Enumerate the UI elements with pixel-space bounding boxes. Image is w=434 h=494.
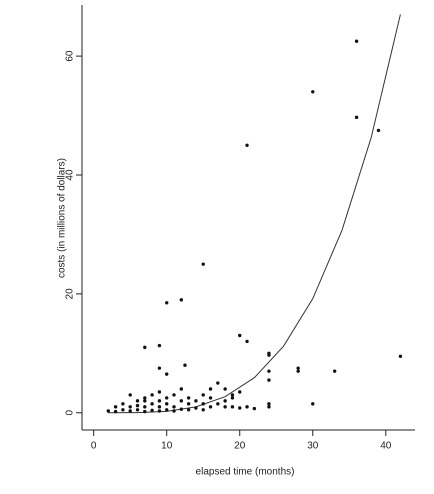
data-point bbox=[179, 387, 184, 391]
data-point bbox=[128, 409, 132, 413]
x-tick-label: 30 bbox=[307, 441, 319, 452]
data-point bbox=[230, 393, 235, 397]
data-point bbox=[296, 366, 300, 370]
data-point bbox=[128, 405, 132, 409]
data-point bbox=[157, 366, 162, 370]
data-point bbox=[179, 298, 184, 302]
data-point bbox=[186, 396, 191, 400]
data-point bbox=[172, 409, 176, 413]
data-point bbox=[186, 402, 191, 406]
fitted-curve bbox=[108, 14, 401, 414]
data-point bbox=[121, 402, 125, 406]
data-point bbox=[165, 396, 169, 400]
data-point bbox=[179, 407, 184, 411]
data-point bbox=[172, 393, 176, 397]
data-point bbox=[245, 339, 249, 344]
data-point bbox=[165, 408, 169, 412]
data-point bbox=[106, 409, 110, 413]
data-point bbox=[179, 399, 184, 403]
data-point bbox=[267, 402, 271, 406]
data-point bbox=[157, 343, 162, 348]
data-point bbox=[135, 403, 140, 408]
data-point bbox=[252, 406, 257, 411]
y-tick-label: 60 bbox=[65, 50, 76, 62]
data-point bbox=[267, 369, 271, 373]
data-point bbox=[208, 387, 213, 391]
data-point bbox=[398, 354, 403, 358]
data-point bbox=[354, 115, 359, 120]
data-point bbox=[296, 369, 300, 373]
data-point bbox=[183, 363, 187, 367]
data-point bbox=[135, 408, 140, 412]
data-point bbox=[113, 405, 118, 409]
data-point bbox=[150, 402, 154, 406]
data-point bbox=[376, 128, 381, 133]
data-point bbox=[157, 390, 162, 394]
data-point bbox=[157, 405, 162, 409]
x-tick-label: 40 bbox=[380, 441, 392, 452]
data-point bbox=[113, 409, 118, 414]
data-point bbox=[267, 405, 271, 409]
data-point bbox=[186, 408, 191, 412]
data-point bbox=[194, 399, 198, 403]
y-tick-label: 40 bbox=[65, 169, 76, 181]
data-point bbox=[201, 402, 205, 406]
data-point bbox=[216, 402, 220, 406]
data-point bbox=[230, 405, 235, 409]
y-tick-label: 0 bbox=[65, 410, 76, 416]
data-point bbox=[354, 39, 359, 43]
data-point bbox=[150, 393, 154, 397]
data-point bbox=[201, 262, 205, 266]
data-point bbox=[238, 406, 242, 410]
data-point bbox=[165, 372, 169, 376]
data-point bbox=[245, 405, 249, 409]
data-point bbox=[150, 408, 154, 413]
data-point bbox=[157, 409, 162, 413]
data-point bbox=[165, 301, 169, 305]
data-point bbox=[223, 387, 227, 391]
x-axis-label: elapsed time (months) bbox=[196, 467, 295, 478]
data-point bbox=[143, 396, 147, 400]
data-point bbox=[165, 402, 169, 406]
data-point bbox=[143, 345, 147, 350]
x-tick-label: 10 bbox=[161, 441, 173, 452]
data-point bbox=[311, 90, 315, 94]
data-point bbox=[135, 399, 140, 403]
data-point bbox=[267, 378, 271, 382]
x-tick-label: 20 bbox=[234, 441, 246, 452]
data-point bbox=[311, 402, 315, 406]
data-point bbox=[143, 405, 147, 409]
data-point bbox=[230, 396, 235, 400]
y-tick-label: 20 bbox=[65, 288, 76, 300]
data-point bbox=[172, 405, 176, 409]
data-point bbox=[194, 406, 198, 410]
data-point bbox=[208, 405, 213, 409]
data-point bbox=[121, 408, 125, 412]
data-point bbox=[128, 393, 132, 397]
data-point bbox=[223, 405, 227, 409]
data-point bbox=[201, 393, 205, 397]
data-point bbox=[208, 396, 213, 400]
data-point bbox=[332, 369, 337, 373]
data-point bbox=[143, 409, 147, 414]
data-point bbox=[245, 143, 249, 147]
y-axis-label: costs (in millions of dollars) bbox=[57, 158, 68, 278]
x-tick-label: 0 bbox=[91, 441, 97, 452]
data-point bbox=[201, 408, 205, 412]
data-point bbox=[267, 353, 271, 357]
data-point bbox=[143, 399, 147, 403]
data-point bbox=[216, 381, 220, 385]
data-point bbox=[238, 333, 242, 338]
data-point bbox=[157, 399, 162, 403]
data-point bbox=[238, 390, 242, 394]
data-point bbox=[223, 399, 227, 403]
